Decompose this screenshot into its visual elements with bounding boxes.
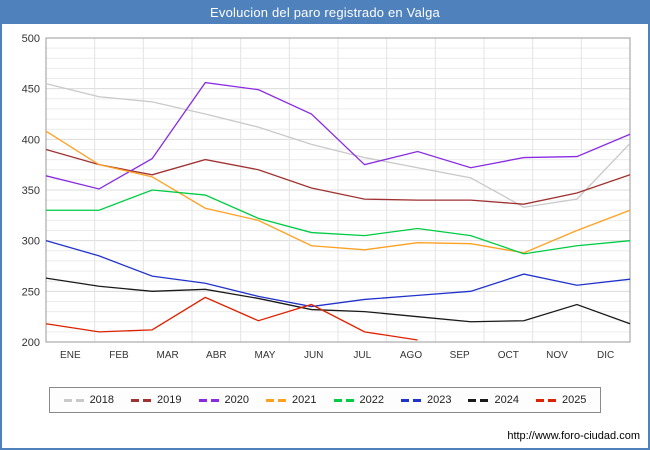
chart-title-bar: Evolucion del paro registrado en Valga xyxy=(2,2,648,24)
legend-item-2025: 2025 xyxy=(535,394,587,406)
x-tick-label: AGO xyxy=(400,350,422,361)
series-line-2019 xyxy=(45,148,631,205)
legend-label-2019: 2019 xyxy=(157,394,182,406)
x-tick-label: MAR xyxy=(157,350,179,361)
legend-item-2021: 2021 xyxy=(266,394,317,406)
chart-area: 200 250 300 350 400 450 500 ENE FEB MAR ABR MAY JUN J… xyxy=(2,30,648,377)
legend-label-2018: 2018 xyxy=(89,394,115,406)
chart-canvas: 200 250 300 350 400 450 500 ENE FEB MAR ABR MAY JUN J… xyxy=(22,33,631,361)
legend-marker-2020 xyxy=(198,398,219,402)
legend-marker-2019 xyxy=(131,398,152,402)
legend-marker-2025 xyxy=(535,398,556,402)
legend-item-2020: 2020 xyxy=(198,394,250,406)
x-tick-label: JUL xyxy=(353,350,371,361)
legend-item-2022: 2022 xyxy=(333,394,384,406)
legend-item-2023: 2023 xyxy=(400,394,452,406)
chart-legend: 2018 2019 2020 2021 2022 2023 2024 2025 xyxy=(48,387,602,413)
y-tick-label: 500 xyxy=(22,33,40,45)
legend-label-2021: 2021 xyxy=(292,394,317,406)
plot-border xyxy=(45,37,631,343)
y-tick-label: 250 xyxy=(22,286,40,298)
series-line-2025 xyxy=(45,296,418,341)
series-line-2021 xyxy=(45,130,631,254)
series-line-2024 xyxy=(45,277,631,325)
y-tick-label: 300 xyxy=(22,236,40,248)
y-tick-label: 200 xyxy=(22,337,40,349)
legend-item-2018: 2018 xyxy=(63,394,115,406)
x-tick-label: NOV xyxy=(546,350,568,361)
y-tick-label: 400 xyxy=(22,134,40,146)
series-line-2018 xyxy=(45,82,631,208)
x-tick-label: MAY xyxy=(255,350,276,361)
legend-item-2019: 2019 xyxy=(131,394,182,406)
x-tick-label: JUN xyxy=(304,350,323,361)
legend-label-2020: 2020 xyxy=(224,394,250,406)
legend-label-2025: 2025 xyxy=(561,394,587,406)
x-tick-label: ABR xyxy=(206,350,227,361)
legend-label-2024: 2024 xyxy=(494,394,519,406)
legend-marker-2021 xyxy=(266,398,287,402)
legend-marker-2024 xyxy=(468,398,489,402)
legend-marker-2023 xyxy=(400,398,421,402)
footer-link[interactable]: http://www.foro-ciudad.com xyxy=(507,430,640,442)
y-tick-label: 450 xyxy=(22,84,40,96)
series-line-2020 xyxy=(45,81,631,190)
legend-item-2024: 2024 xyxy=(468,394,519,406)
chart-title: Evolucion del paro registrado en Valga xyxy=(210,5,440,20)
x-tick-label: SEP xyxy=(450,350,470,361)
series-line-2022 xyxy=(46,189,631,255)
x-tick-label: ENE xyxy=(60,350,81,361)
x-tick-label: DIC xyxy=(597,350,614,361)
legend-label-2023: 2023 xyxy=(426,394,452,406)
legend-label-2022: 2022 xyxy=(359,394,384,406)
legend-marker-2022 xyxy=(333,398,354,402)
y-tick-label: 350 xyxy=(22,185,40,197)
x-tick-label: OCT xyxy=(498,350,519,361)
legend-marker-2018 xyxy=(63,398,84,402)
series-line-2023 xyxy=(45,240,631,308)
x-tick-label: FEB xyxy=(109,350,129,361)
